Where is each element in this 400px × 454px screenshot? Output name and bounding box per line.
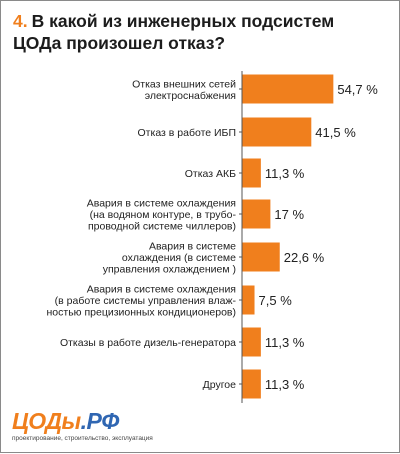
category-label-1: Отказ внешних сетей электроснабжения — [132, 78, 236, 102]
category-label-2: Отказ в работе ИБП — [138, 127, 236, 139]
bar-8 — [242, 369, 261, 399]
bar-6 — [242, 285, 255, 315]
category-label-8: Другое — [203, 379, 237, 391]
bar-4 — [242, 199, 271, 229]
data-label-2: 41,5 % — [315, 125, 356, 140]
bar-3 — [242, 158, 261, 188]
data-label-5: 22,6 % — [284, 250, 325, 265]
data-label-6: 7,5 % — [259, 293, 293, 308]
category-label-7: Отказы в работе дизель-генератора — [60, 337, 236, 349]
bar-1 — [242, 74, 334, 104]
question-number: 4. — [13, 11, 28, 31]
bar-5 — [242, 242, 280, 272]
data-label-1: 54,7 % — [337, 82, 378, 97]
data-label-4: 17 % — [274, 207, 304, 222]
logo-part-2: .РФ — [80, 408, 120, 434]
category-label-5: Авария в системе охлаждения (в системе упр… — [103, 241, 236, 276]
chart-title: 4. В какой из инженерных подсистем ЦОДа п… — [13, 10, 383, 54]
category-label-6: Авария в системе охлаждения (в работе сис… — [47, 284, 237, 319]
logo-part-1: ЦОДы — [12, 408, 81, 434]
category-label-4: Авария в системе охлаждения (на водяном к… — [87, 198, 237, 233]
logo-wordmark: ЦОДы.РФ — [12, 409, 212, 433]
question-text: В какой из инженерных подсистем ЦОДа про… — [13, 11, 335, 53]
data-label-8: 11,3 % — [265, 377, 305, 392]
bar-7 — [242, 327, 261, 357]
category-label-3: Отказ АКБ — [185, 168, 236, 180]
bar-2 — [242, 117, 312, 147]
logo-tagline: проектирование, строительство, эксплуата… — [12, 435, 153, 442]
data-label-3: 11,3 % — [265, 166, 305, 181]
brand-logo: ЦОДы.РФ проектирование, строительство, э… — [12, 409, 212, 449]
data-label-7: 11,3 % — [265, 335, 305, 350]
